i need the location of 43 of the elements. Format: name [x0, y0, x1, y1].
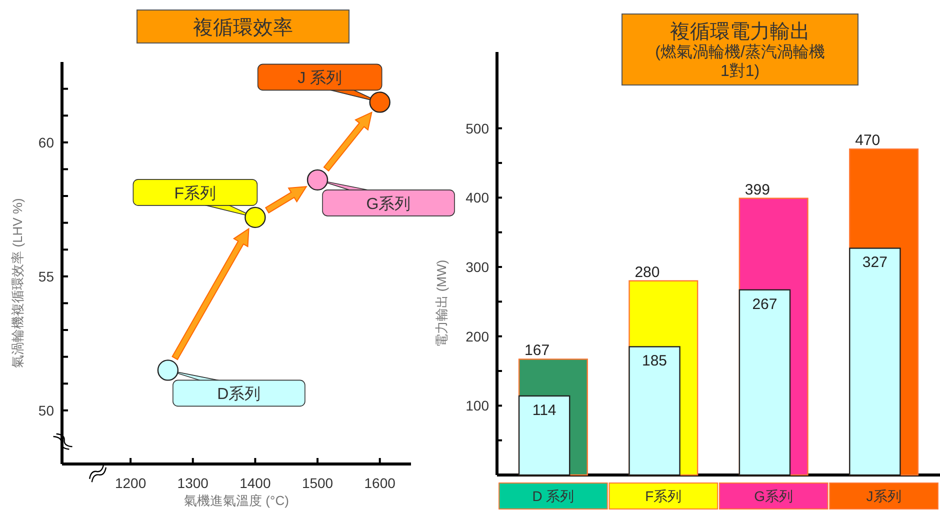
x-tick-label: 1500	[302, 475, 334, 491]
data-label: 267	[752, 296, 778, 313]
bar	[628, 346, 680, 476]
y-axis-title: 電力輸出 (MW)	[434, 260, 449, 348]
y-tick-label: 400	[466, 190, 490, 206]
point	[157, 360, 179, 381]
x-tick-label: G系列	[754, 488, 794, 504]
data-label: 470	[855, 132, 880, 150]
annotation: F系列	[174, 184, 216, 202]
x-tick-label: 1200	[114, 475, 146, 491]
chart-title: 複循環效率	[193, 17, 293, 39]
x-tick-label: 1300	[177, 475, 209, 491]
x-tick-label: F系列	[645, 488, 682, 504]
chart-subtitle: (燃氣渦輪機/蒸汽渦輪機 1對1)	[655, 43, 825, 80]
point	[369, 92, 390, 113]
chart-title: 複循環電力輸出	[670, 21, 810, 43]
data-label: 167	[524, 342, 550, 360]
point	[306, 169, 328, 191]
y-axis-title: 氣渦輪機複循環效率 (LHV %)	[10, 198, 25, 368]
y-tick-label: 50	[38, 402, 54, 418]
annotation: G系列	[366, 194, 411, 213]
data-label: 114	[532, 402, 556, 419]
y-tick-label: 100	[466, 398, 490, 414]
y-tick-label: 60	[38, 134, 54, 150]
y-tick-label: 500	[466, 120, 490, 136]
data-label: 185	[642, 352, 668, 370]
annotation: J 系列	[298, 69, 342, 88]
bar	[849, 248, 901, 476]
bar	[738, 289, 791, 476]
x-axis-title: 氣機進氣溫度 (°C)	[184, 493, 289, 508]
x-tick-label: J系列	[866, 488, 902, 504]
point	[244, 206, 266, 228]
x-tick-label: 1400	[240, 475, 271, 491]
annotation: D系列	[217, 385, 261, 404]
data-label: 280	[634, 264, 660, 281]
bar	[518, 395, 570, 476]
data-label: 327	[862, 254, 888, 272]
data-label: 399	[744, 181, 770, 198]
y-tick-label: 300	[466, 258, 490, 275]
y-tick-label: 200	[466, 328, 490, 344]
y-tick-label: 55	[38, 268, 54, 284]
x-tick-label: 1600	[364, 475, 396, 491]
x-tick-label: D 系列	[532, 488, 574, 504]
